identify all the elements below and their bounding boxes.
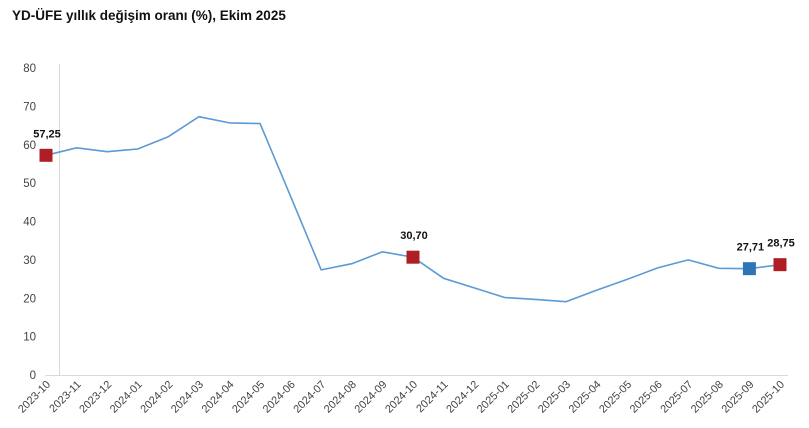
x-tick-label: 2024-12 [444,379,481,416]
x-tick-label: 2023-10 [16,379,53,416]
data-point-marker [39,148,53,162]
y-tick-label: 0 [30,370,36,382]
x-tick-label: 2024-07 [291,379,328,416]
y-tick-label: 20 [23,293,36,305]
y-tick-label: 80 [23,63,36,75]
x-tick-label: 2025-09 [719,379,756,416]
y-tick-label: 30 [23,255,36,267]
x-tick-label: 2024-11 [414,379,450,415]
data-point-label: 57,25 [33,128,61,140]
data-point-marker [742,262,756,276]
data-point-label: 27,71 [737,242,765,254]
y-tick-label: 50 [23,178,36,190]
data-point-marker [773,258,787,272]
x-tick-label: 2025-05 [597,379,634,416]
x-tick-label: 2025-06 [628,379,665,416]
y-tick-label: 60 [23,140,36,152]
x-tick-label: 2024-10 [383,379,420,416]
x-tick-label: 2025-10 [750,379,787,416]
x-tick-label: 2023-12 [77,379,114,416]
x-tick-label: 2024-08 [322,379,359,416]
x-tick-label: 2025-07 [658,379,695,416]
x-tick-label: 2024-03 [169,379,206,416]
x-tick-label: 2024-02 [138,379,175,416]
x-tick-label: 2025-02 [505,379,542,416]
data-line [45,115,781,303]
y-tick-label: 70 [23,101,36,113]
x-tick-label: 2024-01 [108,379,145,416]
x-tick-label: 2024-09 [352,379,389,416]
x-tick-label: 2025-08 [689,379,726,416]
data-point-marker [406,250,420,264]
chart-title: YD-ÜFE yıllık değişim oranı (%), Ekim 20… [12,8,286,23]
x-tick-label: 2024-05 [230,379,267,416]
y-tick-label: 10 [23,332,36,344]
x-tick-label: 2023-11 [47,379,83,415]
data-point-label: 30,70 [400,230,428,242]
x-tick-label: 2025-04 [567,379,604,416]
x-tick-label: 2025-03 [536,379,573,416]
x-tick-label: 2025-01 [475,379,512,416]
x-tick-label: 2024-06 [261,379,298,416]
data-point-label: 28,75 [767,238,795,250]
y-tick-label: 40 [23,217,36,229]
x-tick-label: 2024-04 [200,379,237,416]
